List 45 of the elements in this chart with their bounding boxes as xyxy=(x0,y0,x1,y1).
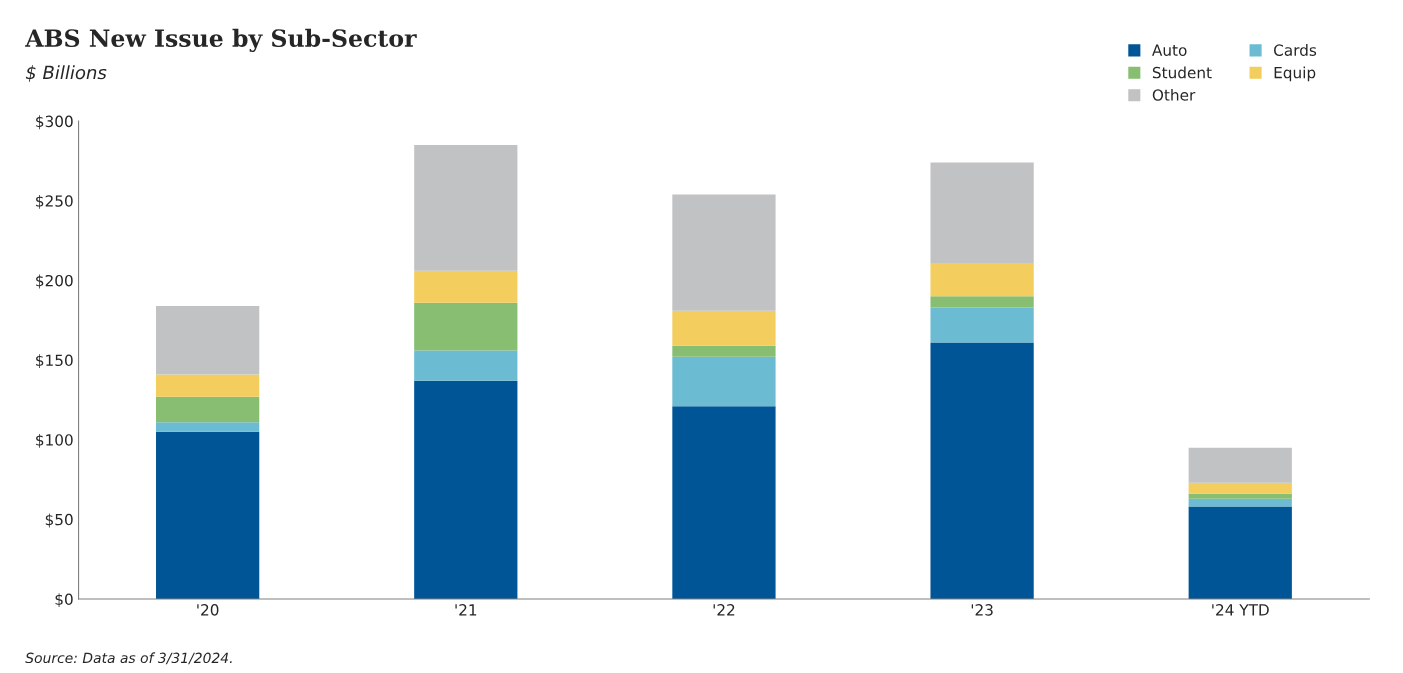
bar xyxy=(930,262,1034,297)
bar xyxy=(930,162,1034,263)
bar xyxy=(1188,498,1292,507)
y-tick-label: $150 xyxy=(36,354,73,369)
x-tick-label: '23 xyxy=(971,604,993,616)
bar xyxy=(414,145,518,271)
bar xyxy=(1188,506,1292,599)
x-tick-label: '24 YTD xyxy=(1212,604,1269,616)
bar xyxy=(930,307,1034,343)
bar xyxy=(672,310,776,346)
bar xyxy=(1188,447,1292,483)
bar xyxy=(672,194,776,311)
bar xyxy=(930,296,1034,308)
chart-subtitle: $ Billions xyxy=(25,65,107,82)
source-note: Source: Data as of 3/31/2024. xyxy=(25,652,232,665)
y-tick-label: $0 xyxy=(55,593,73,608)
bar xyxy=(672,345,776,357)
bar xyxy=(414,302,518,351)
bar xyxy=(1188,493,1292,499)
bar xyxy=(156,422,260,432)
x-tick-label: '22 xyxy=(713,604,735,616)
y-tick-label: $200 xyxy=(36,274,73,289)
bar xyxy=(414,350,518,381)
x-tick-label: '20 xyxy=(197,604,219,616)
bar xyxy=(672,356,776,407)
bar xyxy=(1188,482,1292,494)
y-tick-label: $250 xyxy=(36,194,73,209)
bar xyxy=(156,431,260,599)
legend-label: Cards xyxy=(1274,44,1317,56)
chart-title: ABS New Issue by Sub-Sector xyxy=(25,28,417,52)
bar xyxy=(414,380,518,599)
bar xyxy=(414,270,518,303)
legend-label: Student xyxy=(1152,66,1212,79)
y-tick-label: $50 xyxy=(45,513,73,528)
bar xyxy=(156,374,260,397)
bar xyxy=(156,305,260,375)
x-tick-label: '21 xyxy=(455,604,477,616)
legend-label: Auto xyxy=(1152,44,1187,56)
legend-label: Equip xyxy=(1274,66,1316,82)
bar xyxy=(156,396,260,423)
bar xyxy=(672,406,776,599)
y-tick-label: $300 xyxy=(36,115,73,130)
bar xyxy=(930,342,1034,599)
y-tick-label: $100 xyxy=(36,433,73,448)
legend-label: Other xyxy=(1152,88,1196,101)
